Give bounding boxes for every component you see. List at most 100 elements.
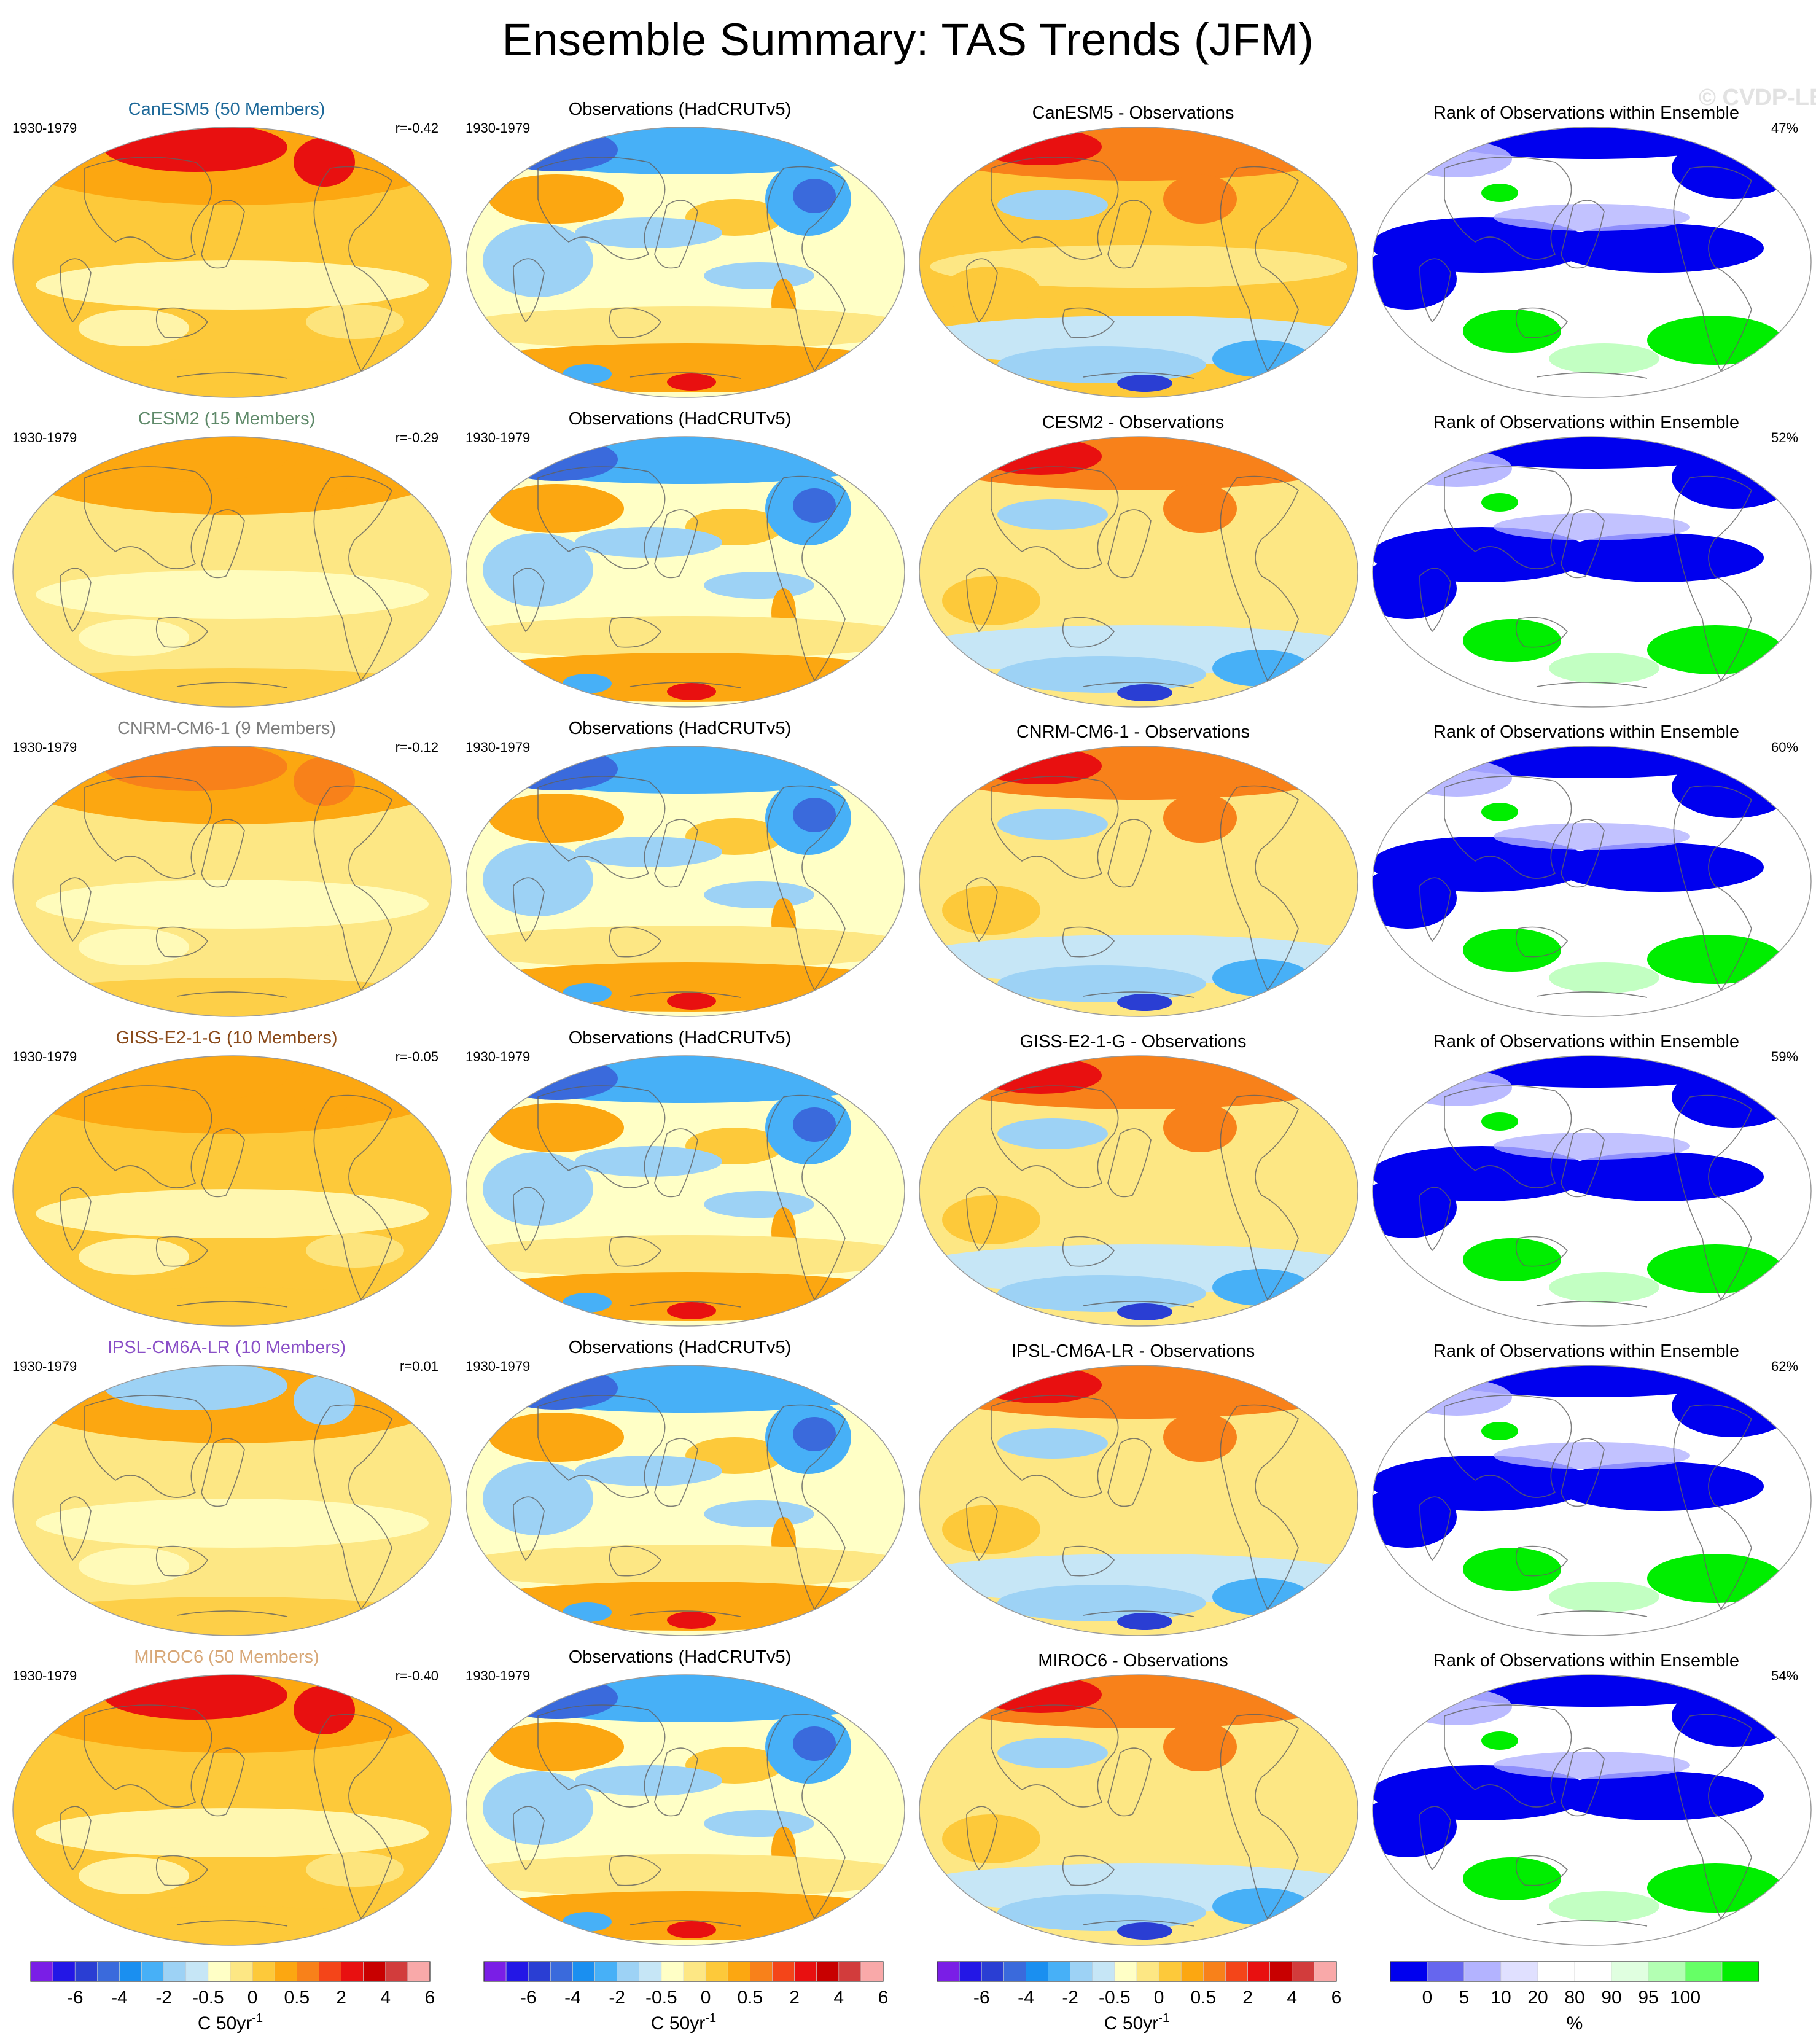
tropical-band [930, 555, 1347, 598]
colorbar-tick-label: -6 [520, 1987, 537, 2008]
rank-colorbar: 0 5 10 20 80 90 95 100% [1390, 1957, 1797, 2043]
coastline [1220, 1094, 1299, 1301]
obs-panel: Observations (HadCRUTv5) 1930-1979 [453, 715, 906, 1025]
cold-band [704, 572, 814, 599]
trend-colorbar: -6 -4 -2 -0.5 0 0.5 2 4 6 C 50yr-1 [483, 1957, 890, 2043]
colorbar-swatch [1136, 1961, 1159, 1982]
colorbar-swatch [119, 1961, 142, 1982]
coastline [176, 1920, 288, 1927]
coastline [1107, 200, 1152, 269]
cold-anomaly [997, 499, 1108, 530]
rank-low-region [1494, 1442, 1690, 1469]
map-field [919, 746, 1358, 1016]
rank-high-region [1463, 1857, 1561, 1900]
map-container [11, 1363, 453, 1637]
rank-map [1372, 1365, 1812, 1636]
colorbar-unit-label: C 50yr-1 [198, 2011, 263, 2034]
rank-low-region [1373, 248, 1457, 310]
cold-anomaly [1212, 1578, 1311, 1615]
diff-map [919, 746, 1358, 1017]
arctic-anomaly [294, 138, 355, 187]
map-field [919, 1056, 1358, 1326]
rank-map [1372, 436, 1812, 708]
coastline [84, 466, 212, 569]
coastline [1107, 1128, 1152, 1198]
coastline [513, 1496, 545, 1561]
map-outline [12, 746, 452, 1017]
warm-anomaly [1163, 794, 1237, 843]
panel-title: Observations (HadCRUTv5) [568, 409, 792, 429]
coastline [629, 682, 741, 688]
colorbar-swatch [505, 1961, 529, 1982]
coastline [1220, 166, 1299, 372]
panel-title: CNRM-CM6-1 - Observations [1016, 722, 1250, 742]
map-container [464, 1363, 906, 1637]
arctic-warm-core [979, 438, 1102, 475]
coastline [609, 617, 662, 648]
cold-spot [563, 364, 612, 384]
antarctic-band [13, 1287, 451, 1326]
diff-panel: IPSL-CM6A-LR - Observations [906, 1334, 1360, 1644]
model-panel: MIROC6 (50 Members) 1930-1979 r=-0.40 [0, 1644, 453, 1954]
coastline [201, 1128, 245, 1198]
southern-band [306, 1233, 404, 1268]
coastline [1107, 1747, 1152, 1817]
colorbar-swatch [937, 1961, 960, 1982]
colorbar-swatch [981, 1961, 1004, 1982]
colorbar-tick-label: 20 [1527, 1987, 1548, 2008]
cold-anomaly [997, 190, 1108, 220]
coastline [766, 1404, 846, 1610]
coastline [654, 1747, 698, 1817]
coastline [201, 1438, 245, 1507]
colorbar-tick-label: 0.5 [737, 1987, 763, 2008]
coastline [155, 926, 209, 958]
colorbar-tick-label: 6 [878, 1987, 889, 2008]
coastline [84, 1395, 212, 1498]
coastline [155, 617, 209, 648]
colorbar-tick-label: -2 [155, 1987, 172, 2008]
antarctic-band [13, 668, 451, 707]
colorbar-swatch [1611, 1961, 1649, 1982]
colorbar-unit-label: C 50yr-1 [1104, 2011, 1169, 2034]
colorbar-swatch [594, 1961, 617, 1982]
map-outline [12, 1055, 452, 1327]
rank-high-region [1481, 1422, 1518, 1440]
cold-anomaly [495, 438, 618, 481]
warm-anomaly [942, 267, 1040, 316]
coastline [537, 466, 666, 569]
map-outline [466, 1055, 905, 1327]
map-field [1373, 1365, 1811, 1636]
rank-low-region [1432, 1056, 1752, 1088]
tropical-band [930, 864, 1347, 907]
warm-anomaly [1163, 1413, 1237, 1462]
coastline [1515, 307, 1569, 338]
rank-low-region [1373, 1177, 1457, 1238]
coastline [1107, 819, 1152, 888]
coastline [155, 1236, 209, 1267]
southern-cool-band [997, 1585, 1206, 1621]
model-map [12, 1055, 452, 1327]
coastline [176, 682, 288, 688]
cold-core [793, 798, 836, 832]
coastline [155, 1545, 209, 1577]
colorbar-unit-exponent: -1 [1158, 2011, 1169, 2025]
colorbar-swatch [1463, 1961, 1502, 1982]
colorbar-tick-label: 2 [1242, 1987, 1253, 2008]
colorbar-swatch [252, 1961, 275, 1982]
obs-map [466, 1674, 905, 1946]
antarctic-cold-core [1117, 1303, 1172, 1320]
map-container [1371, 744, 1813, 1018]
coastline [1220, 1714, 1299, 1920]
colorbar-swatch [1648, 1961, 1686, 1982]
obs-map [466, 436, 905, 708]
coastline [1444, 1395, 1572, 1498]
rank-low-region [1401, 141, 1512, 177]
coastline [313, 475, 392, 682]
coastline [1444, 776, 1572, 879]
pattern-correlation: r=-0.12 [395, 739, 438, 755]
tropical-band [930, 1793, 1347, 1836]
coastline [1220, 475, 1299, 682]
rank-panel: Rank of Observations within Ensemble 60% [1360, 715, 1813, 1025]
map-field [13, 1056, 451, 1326]
colorbar-tick-label: -6 [973, 1987, 990, 2008]
